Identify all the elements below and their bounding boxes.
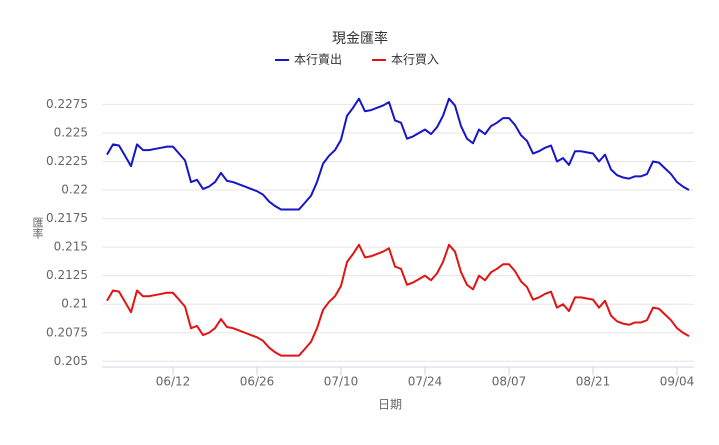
legend-label: 本行買入 [391,53,439,67]
y-tick-label: 0.2175 [46,211,88,225]
y-tick-label: 0.215 [54,240,88,254]
series-line [106,243,690,357]
y-tick-label: 0.2275 [46,97,88,111]
x-tick-label: 09/04 [660,375,695,389]
y-tick-label: 0.22 [61,183,88,197]
x-axis-label: 日期 [378,398,402,412]
series-line [106,97,690,211]
x-tick-label: 07/24 [408,375,443,389]
y-tick-label: 0.2075 [46,325,88,339]
x-tick-label: 07/10 [324,375,359,389]
x-tick-label: 06/26 [240,375,275,389]
y-tick-label: 0.2225 [46,154,88,168]
x-tick-label: 08/07 [492,375,527,389]
x-tick-label: 06/12 [156,375,191,389]
x-tick-label: 08/21 [576,375,611,389]
y-axis-label: 匯率 [31,217,44,240]
legend-label: 本行賣出 [294,52,342,67]
y-tick-label: 0.205 [54,354,88,368]
y-tick-label: 0.225 [54,125,88,139]
chart-title: 現金匯率 [332,30,388,47]
y-tick-label: 0.21 [61,297,88,311]
y-tick-label: 0.2125 [46,268,88,282]
